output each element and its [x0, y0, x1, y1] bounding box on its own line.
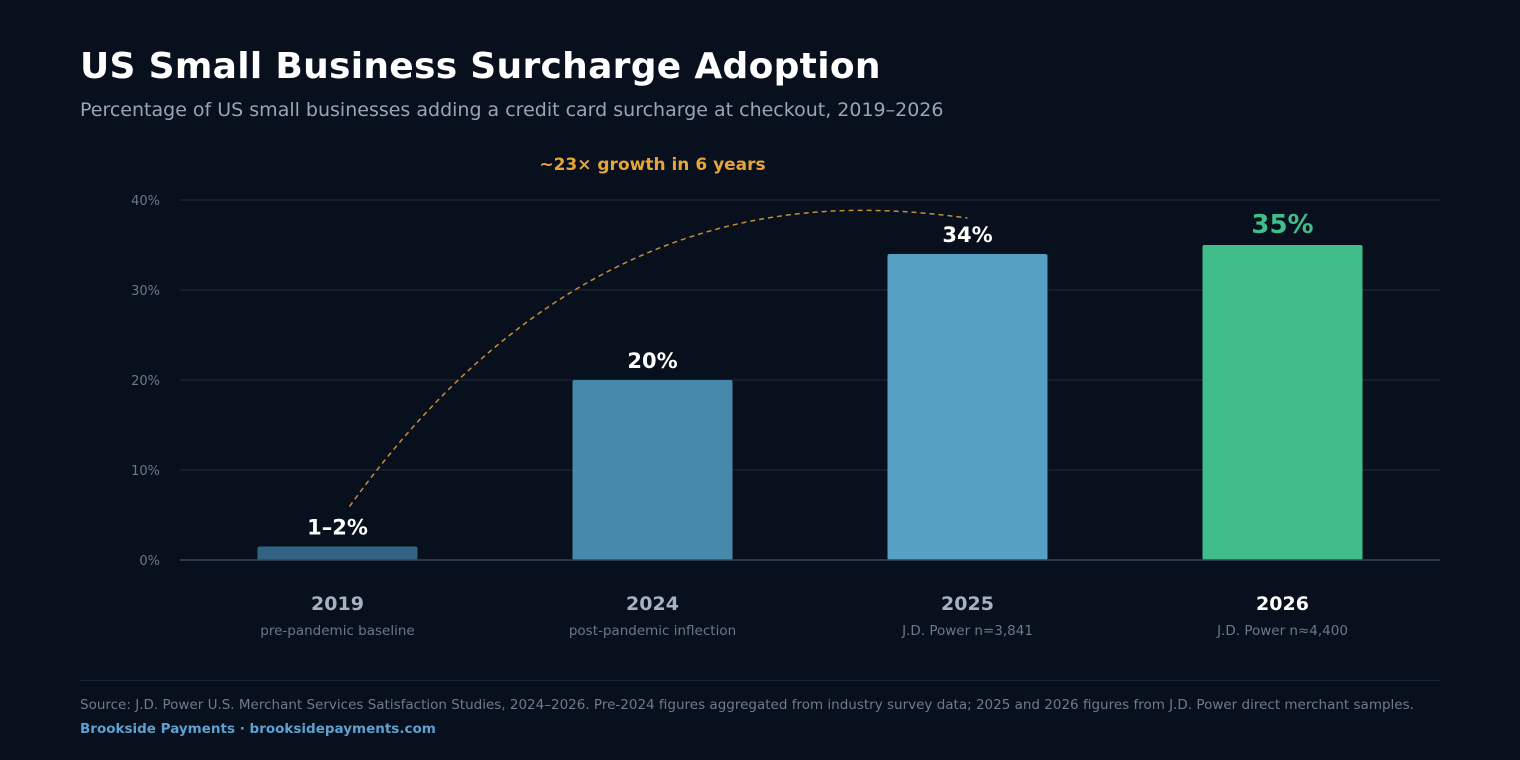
y-tick-label: 20% — [131, 374, 160, 389]
y-tick-label: 40% — [131, 194, 160, 209]
bar-2025 — [887, 254, 1048, 560]
x-category-label: 2019 — [311, 593, 364, 615]
x-category-label: 2026 — [1256, 593, 1309, 615]
growth-annotation-arc — [348, 209, 968, 507]
chart-subtitle: Percentage of US small businesses adding… — [80, 99, 944, 121]
bar-value-label: 35% — [1251, 210, 1313, 240]
y-tick-label: 0% — [139, 554, 160, 569]
bar-value-label: 20% — [627, 349, 677, 373]
x-category-label: 2024 — [626, 593, 679, 615]
x-category-note: post-pandemic inflection — [569, 623, 736, 639]
y-tick-label: 30% — [131, 284, 160, 299]
x-category-note: J.D. Power n≈4,400 — [1216, 623, 1348, 639]
chart-title: US Small Business Surcharge Adoption — [80, 46, 881, 87]
bar-value-label: 1–2% — [307, 516, 368, 540]
bar-2024 — [572, 380, 733, 560]
bar-value-label: 34% — [942, 223, 992, 247]
bar-chart: 0% 10% 20% 30% 40% 1–2% 20% 34% 35% 2019 pre-pande… — [131, 155, 1440, 639]
growth-annotation-label: ~23× growth in 6 years — [539, 155, 765, 175]
source-note: Source: J.D. Power U.S. Merchant Service… — [80, 697, 1414, 713]
x-category-note: J.D. Power n=3,841 — [901, 623, 1033, 639]
y-tick-label: 10% — [131, 464, 160, 479]
x-category-note: pre-pandemic baseline — [260, 623, 414, 639]
bar-2026 — [1202, 245, 1363, 560]
footer-divider — [80, 680, 1440, 681]
bar-2019 — [257, 546, 418, 560]
brand-credit: Brookside Payments · brooksidepayments.c… — [80, 721, 436, 737]
x-category-label: 2025 — [941, 593, 994, 615]
